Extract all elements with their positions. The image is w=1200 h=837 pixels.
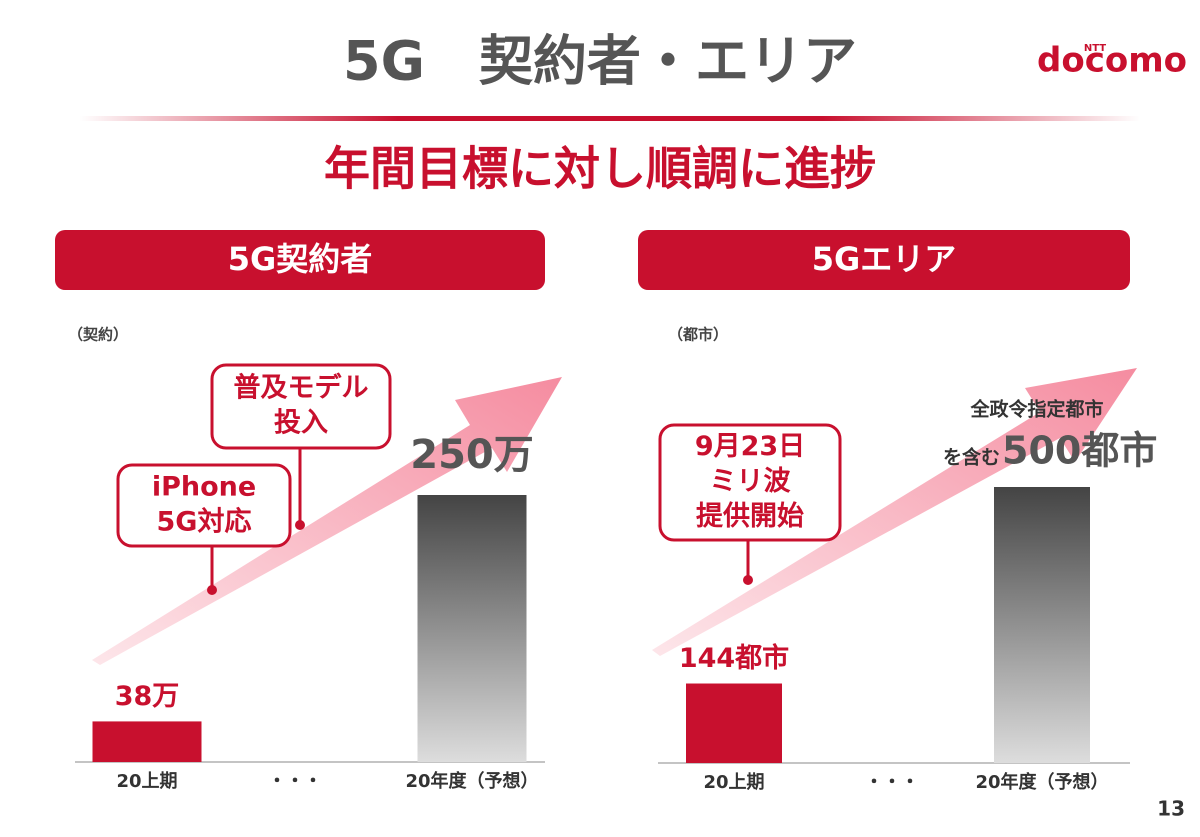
callout-text: 9月23日 [695, 431, 805, 462]
callout-text: ミリ波 [710, 466, 792, 497]
callout-box [658, 423, 842, 542]
section-header [638, 230, 1130, 290]
callout-box [210, 363, 392, 450]
bar [994, 487, 1090, 763]
page-number: 13 [1157, 797, 1185, 821]
callout-text: 投入 [274, 408, 328, 439]
logo: docomo [1037, 41, 1187, 81]
bar [686, 683, 782, 763]
value-label: 144都市 [679, 642, 789, 674]
callout-text: iPhone [152, 472, 256, 503]
x-tick-label: 20上期 [116, 771, 177, 792]
trend-arrow [652, 368, 1137, 656]
slide-title: 5G 契約者・エリア [343, 30, 857, 93]
target-note: を含む [943, 446, 1000, 469]
callout-dot [295, 520, 305, 530]
title-rule [80, 116, 1140, 121]
target-note: 全政令指定都市 [969, 398, 1103, 421]
callout-dot [207, 585, 217, 595]
value-label: 250万 [410, 432, 534, 478]
x-tick-label: 20年度（予想） [975, 771, 1108, 793]
callout-text: 5G対応 [157, 506, 252, 538]
x-tick-label: ・・・ [268, 771, 322, 792]
x-tick-label: 20上期 [703, 772, 764, 793]
section-header [55, 230, 545, 290]
x-tick-label: 20年度（予想） [405, 770, 538, 792]
value-label: 38万 [115, 681, 180, 712]
section-title: 5G契約者 [228, 240, 373, 278]
bar [92, 721, 202, 762]
callout-text: 提供開始 [696, 500, 804, 532]
callout-dot [743, 575, 753, 585]
logo-small: NTT [1084, 43, 1106, 54]
unit-label: （都市） [668, 326, 728, 344]
bar [417, 495, 527, 762]
headline: 年間目標に対し順調に進捗 [324, 142, 876, 196]
value-label: 500都市 [1002, 429, 1157, 473]
callout-text: 普及モデル [234, 372, 369, 404]
unit-label: （契約） [68, 326, 128, 344]
callout-box [116, 463, 292, 548]
section-title: 5Gエリア [812, 240, 957, 278]
x-tick-label: ・・・ [865, 772, 919, 793]
